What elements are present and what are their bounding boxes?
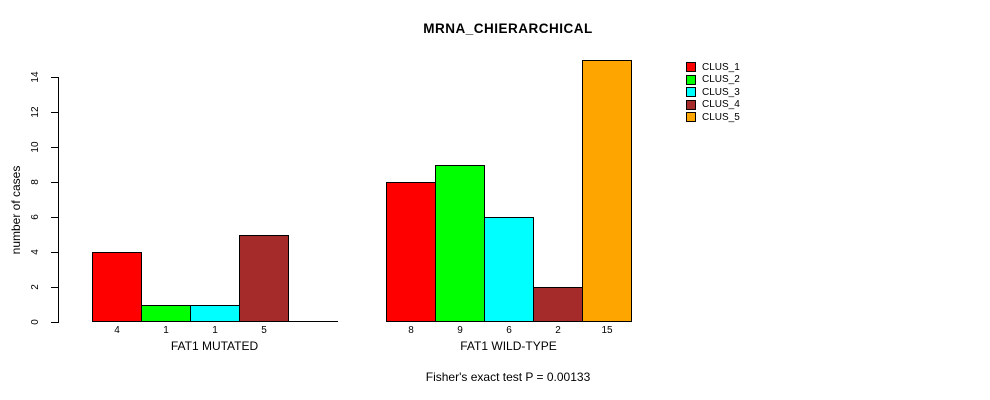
- group-label-fat1-mutated: FAT1 MUTATED: [170, 339, 259, 353]
- legend-label: CLUS_2: [702, 74, 740, 86]
- y-tick-mark: [51, 251, 58, 253]
- legend-item-clus-3: CLUS_3: [686, 86, 740, 98]
- bar-value-label: 6: [506, 325, 512, 336]
- legend-label: CLUS_4: [702, 99, 740, 111]
- y-tick-mark: [51, 321, 58, 323]
- y-tick-mark: [51, 111, 58, 113]
- y-tick-label: 8: [30, 179, 41, 185]
- bar-value-label: 9: [457, 325, 463, 336]
- bar-clus-1-fat1-mutated: [92, 252, 142, 322]
- legend-swatch-clus-3: [686, 87, 696, 98]
- bar-clus-2-fat1-wild-type: [435, 164, 485, 322]
- bar-clus-4-fat1-mutated: [239, 234, 289, 322]
- y-tick-label: 4: [30, 249, 41, 255]
- y-tick-mark: [51, 76, 58, 78]
- bar-value-label: 15: [601, 325, 613, 336]
- bar-value-label: 2: [555, 325, 561, 336]
- y-tick-label: 12: [30, 106, 41, 118]
- bar-value-label: 4: [114, 325, 120, 336]
- group-label-fat1-wild-type: FAT1 WILD-TYPE: [460, 339, 557, 353]
- legend-swatch-clus-1: [686, 62, 696, 72]
- legend-item-clus-1: CLUS_1: [686, 61, 740, 73]
- legend-swatch-clus-4: [686, 99, 696, 110]
- bar-clus-2-fat1-mutated: [141, 304, 191, 322]
- y-tick-mark: [51, 216, 58, 218]
- legend-swatch-clus-5: [686, 112, 696, 123]
- annotation-text: Fisher's exact test P = 0.00133: [425, 370, 591, 384]
- legend-label: CLUS_5: [702, 111, 740, 123]
- bar-clus-4-fat1-wild-type: [533, 287, 583, 322]
- bar-value-label: 5: [261, 325, 267, 336]
- bar-value-label: 1: [163, 325, 169, 336]
- legend-label: CLUS_1: [702, 61, 740, 73]
- bar-clus-1-fat1-wild-type: [386, 182, 436, 322]
- legend-item-clus-4: CLUS_4: [686, 99, 740, 111]
- bar-clus-3-fat1-wild-type: [484, 217, 534, 322]
- legend-item-clus-5: CLUS_5: [686, 111, 740, 123]
- y-tick-mark: [51, 286, 58, 288]
- legend-swatch-clus-2: [686, 74, 696, 85]
- bar-clus-3-fat1-mutated: [190, 304, 240, 322]
- y-tick-label: 6: [30, 214, 41, 220]
- bar-value-label: 8: [408, 325, 414, 336]
- y-tick-mark: [51, 146, 58, 148]
- y-tick-label: 2: [30, 284, 41, 290]
- y-tick-label: 10: [30, 141, 41, 153]
- bar-value-label: 1: [212, 325, 218, 336]
- bar-clus-5-fat1-mutated-zero: [288, 321, 338, 322]
- legend-item-clus-2: CLUS_2: [686, 74, 740, 86]
- y-tick-mark: [51, 181, 58, 183]
- bar-clus-5-fat1-wild-type: [582, 59, 632, 322]
- chart-title: MRNA_CHIERARCHICAL: [423, 21, 593, 36]
- y-tick-label: 14: [30, 71, 41, 83]
- y-axis-label: number of cases: [9, 165, 23, 255]
- legend-label: CLUS_3: [702, 86, 740, 98]
- y-tick-label: 0: [30, 319, 41, 325]
- y-axis-line: [58, 77, 59, 323]
